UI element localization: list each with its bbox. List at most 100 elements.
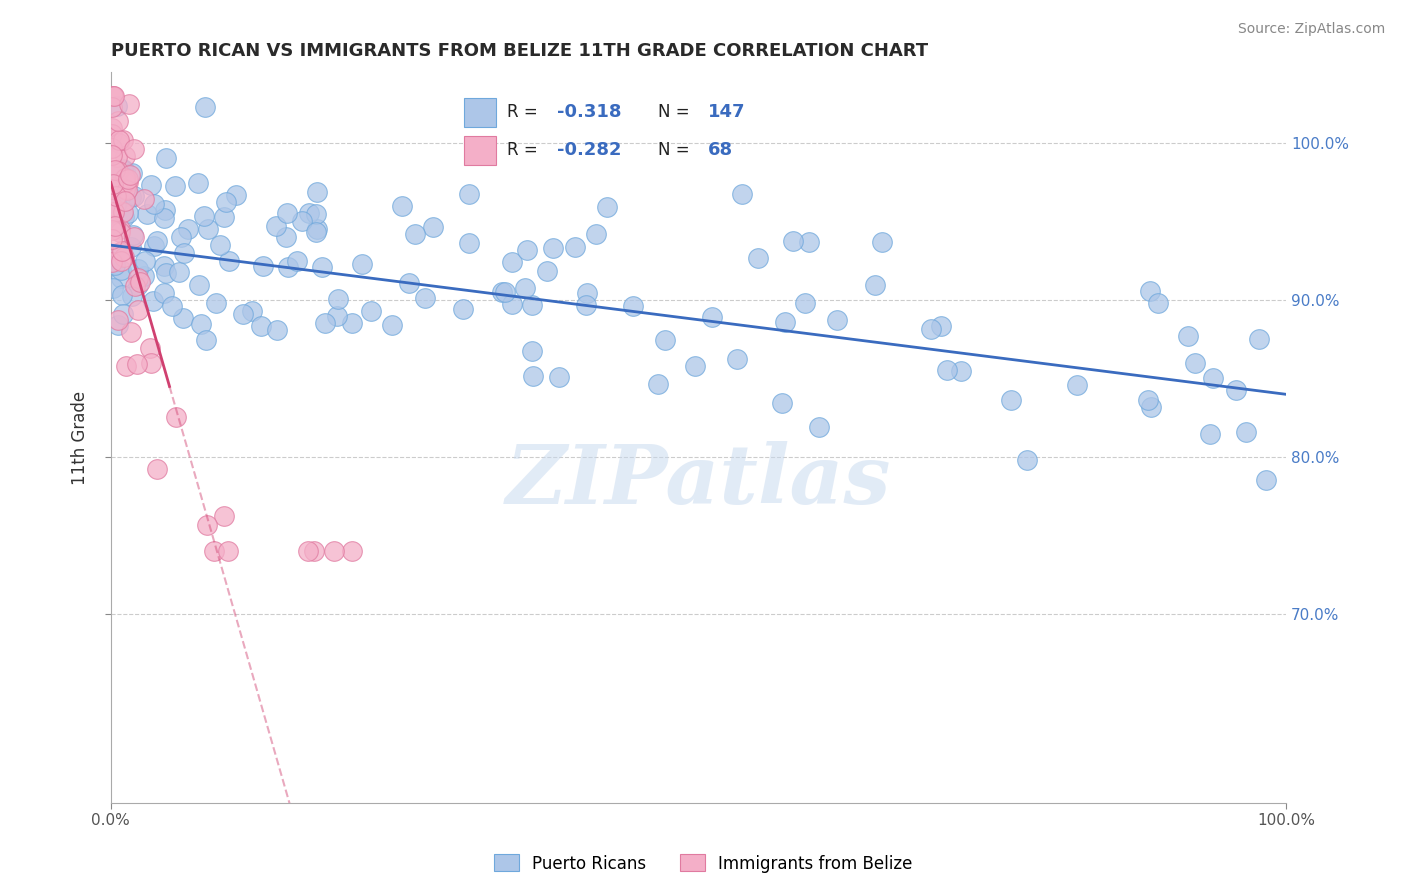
Point [920,321,942,335]
Point [307,186,329,200]
Point [121,228,143,243]
Point [1254,474,1277,488]
Point [1017,452,1039,467]
Point [225,187,247,202]
Point [197,221,219,235]
Point [114,181,136,195]
Point [110,226,132,240]
Point [139,356,162,370]
Legend: Puerto Ricans, Immigrants from Belize: Puerto Ricans, Immigrants from Belize [486,847,920,880]
Point [1225,383,1247,397]
Point [112,211,135,225]
Point [101,141,124,155]
Point [520,344,543,359]
Point [107,113,129,128]
Point [163,179,186,194]
Point [797,235,820,250]
Point [127,261,149,276]
Point [794,296,817,310]
Point [516,243,538,257]
Point [647,377,669,392]
Point [277,260,299,275]
Point [305,221,328,235]
Point [458,186,481,201]
Point [142,197,165,211]
Point [326,292,349,306]
Point [103,89,125,103]
Point [541,241,564,255]
Point [1234,425,1257,439]
Point [103,89,125,103]
Point [167,264,190,278]
Point [117,175,139,189]
Point [101,199,124,213]
Point [121,166,143,180]
Point [122,229,145,244]
Point [314,316,336,330]
Point [422,220,444,235]
Point [165,410,187,425]
Point [111,162,134,177]
Point [110,262,132,277]
Point [404,227,426,241]
Point [193,100,215,114]
Point [218,253,240,268]
Point [110,253,132,268]
Point [217,544,239,558]
Text: R =: R = [508,141,543,159]
Point [115,183,138,197]
Point [111,244,134,258]
Point [683,359,706,374]
Point [195,518,218,533]
Point [773,315,796,329]
Point [825,313,848,327]
Point [101,281,124,295]
Point [929,319,952,334]
Point [1177,329,1199,343]
Point [101,177,124,191]
Point [232,307,254,321]
Point [391,199,413,213]
Point [101,167,124,181]
Point [305,225,328,239]
Point [135,207,157,221]
Point [173,246,195,260]
Point [107,136,129,151]
Point [285,253,308,268]
Text: 68: 68 [709,141,733,159]
Point [107,313,129,327]
Point [950,364,973,378]
Point [302,544,325,558]
Point [214,508,236,523]
Point [114,175,136,189]
Point [1146,296,1168,310]
Point [110,271,132,285]
Point [124,279,146,293]
Point [108,245,131,260]
Point [101,182,124,196]
Point [194,333,217,347]
Point [193,210,215,224]
Point [1139,400,1161,414]
Point [1066,378,1088,392]
Point [115,359,138,374]
Point [101,165,124,179]
Point [105,150,128,164]
Point [142,293,165,308]
Point [101,100,124,114]
Point [311,260,333,274]
Point [103,215,125,229]
Point [152,211,174,225]
Point [935,362,957,376]
Point [101,120,124,135]
Point [146,235,169,249]
Point [252,260,274,274]
Point [398,276,420,290]
Point [118,97,141,112]
Point [125,358,148,372]
Point [108,133,131,147]
Point [108,222,131,236]
Point [1249,332,1271,346]
Point [177,221,200,235]
Point [870,235,893,249]
